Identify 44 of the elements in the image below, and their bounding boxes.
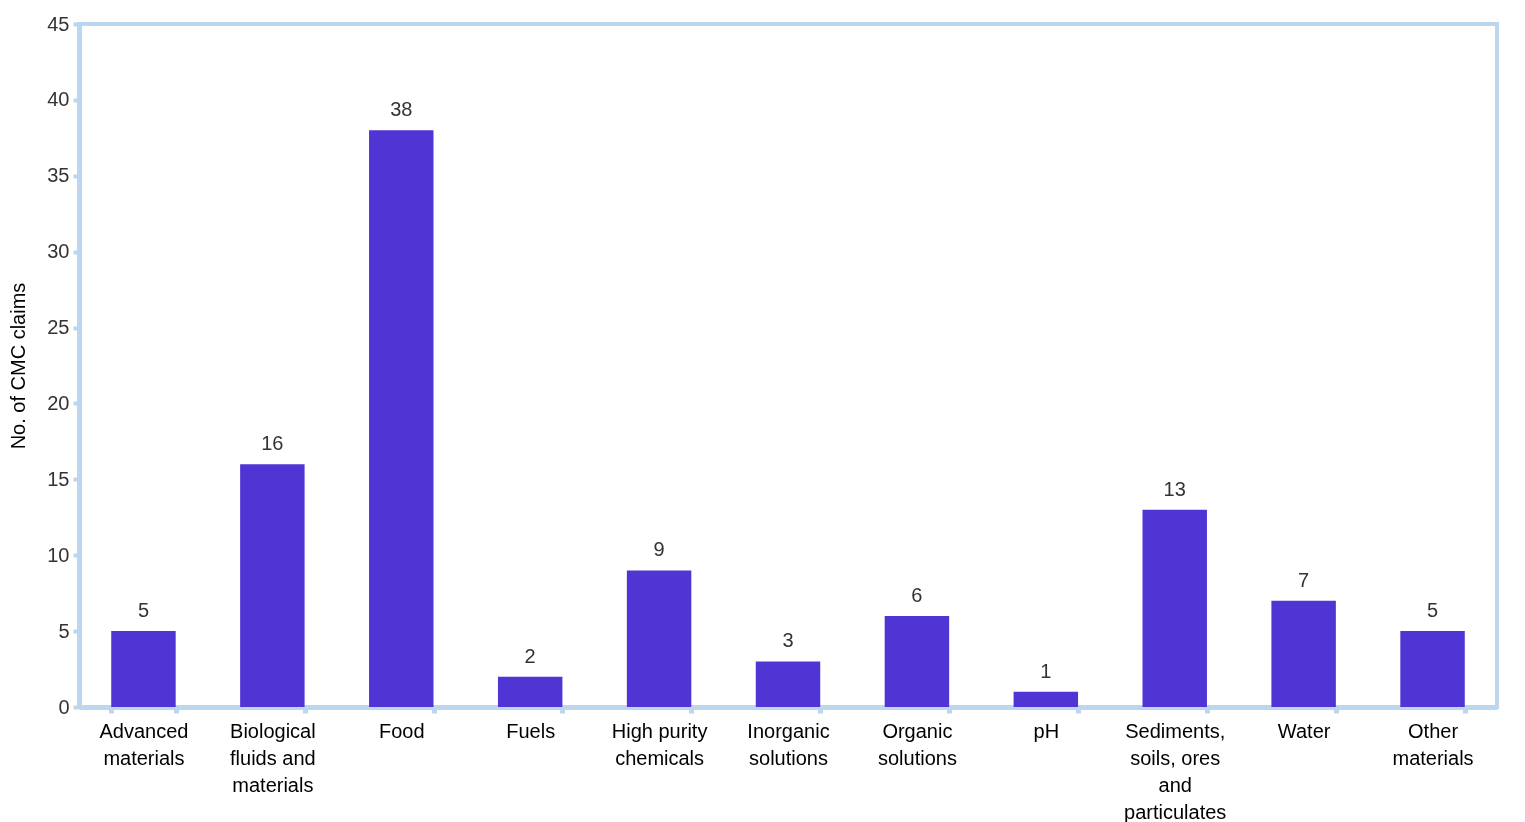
data-label: 13 (1163, 477, 1186, 500)
x-tick-label: Advanced materials (99, 719, 189, 769)
x-tick-label: High purity chemicals (611, 719, 708, 769)
y-tick-label: 10 (47, 543, 70, 566)
x-tick-label: Food (378, 719, 425, 742)
bar (1271, 600, 1336, 707)
x-tick-label: Organic solutions (877, 719, 957, 769)
bar (111, 631, 176, 707)
bar (1013, 691, 1079, 707)
data-label: 3 (782, 629, 794, 652)
x-tick-label: pH (1033, 719, 1060, 742)
y-tick-label: 35 (47, 164, 70, 187)
y-tick-label: 30 (47, 240, 70, 263)
bar (626, 570, 692, 707)
data-label: 5 (1426, 599, 1439, 622)
y-tick-label: 20 (47, 391, 70, 414)
x-tick-label: Inorganic solutions (747, 719, 830, 769)
x-tick-label: Sediments, soils, ores and particulates (1124, 719, 1227, 822)
y-tick-label: 40 (47, 88, 70, 111)
bar (240, 464, 305, 707)
data-label: 6 (911, 583, 923, 606)
data-label: 9 (653, 538, 665, 561)
data-label: 1 (1040, 659, 1052, 682)
y-tick-label: 15 (47, 467, 70, 490)
y-tick-label: 0 (58, 695, 70, 718)
data-label: 2 (524, 644, 536, 667)
y-tick-label: 45 (47, 12, 70, 35)
y-tick-label: 5 (58, 619, 70, 642)
y-axis-title: No. of CMC claims (7, 282, 30, 450)
bar (1142, 509, 1207, 707)
x-tick-label: Water (1277, 719, 1331, 742)
data-label: 5 (137, 599, 150, 622)
x-tick-label: Biological fluids and materials (230, 719, 316, 796)
data-label: 16 (261, 432, 284, 455)
bar (497, 676, 563, 707)
y-tick-label: 25 (47, 316, 70, 339)
bar (884, 615, 950, 707)
data-label: 38 (390, 98, 413, 121)
data-label: 7 (1298, 568, 1310, 591)
bar (755, 661, 821, 707)
x-tick-label: Other materials (1392, 719, 1474, 769)
bar (369, 130, 434, 707)
x-tick-label: Fuels (506, 719, 556, 742)
bar (1400, 631, 1465, 707)
